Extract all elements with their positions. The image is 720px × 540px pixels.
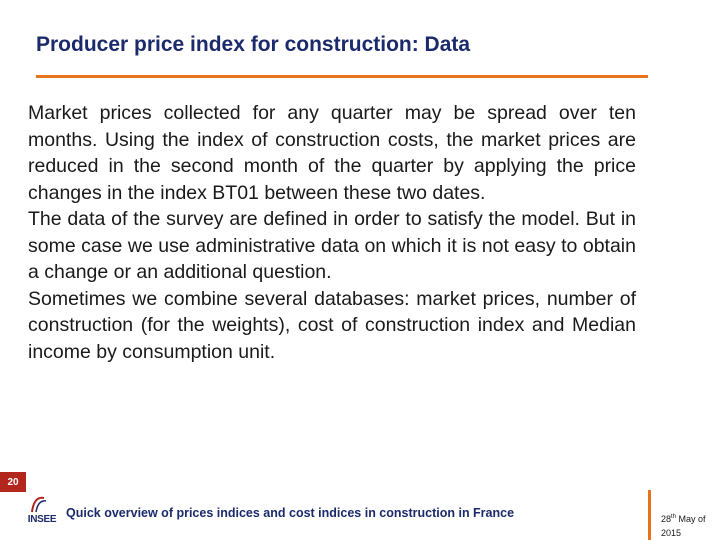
slide-body: Market prices collected for any quarter … [28, 100, 636, 365]
footer-divider [648, 490, 651, 540]
page-number: 20 [0, 472, 26, 492]
date-year: 2015 [661, 528, 682, 538]
date-suffix: th [671, 514, 677, 520]
logo-text: INSEE [27, 514, 57, 525]
paragraph: Sometimes we combine several databases: … [28, 287, 636, 363]
logo-mark-icon [31, 496, 47, 513]
date-day: 28 [661, 514, 672, 524]
date-rest: May of [676, 514, 706, 524]
slide-title: Producer price index for construction: D… [36, 33, 471, 56]
paragraph: The data of the survey are defined in or… [28, 208, 636, 283]
insee-logo: INSEE [24, 492, 60, 532]
footer-caption: Quick overview of prices indices and cos… [66, 506, 515, 520]
paragraph: Market prices collected for any quarter … [28, 102, 636, 204]
footer-date: 28th May of 2015 [661, 510, 719, 540]
title-underline [36, 75, 648, 78]
